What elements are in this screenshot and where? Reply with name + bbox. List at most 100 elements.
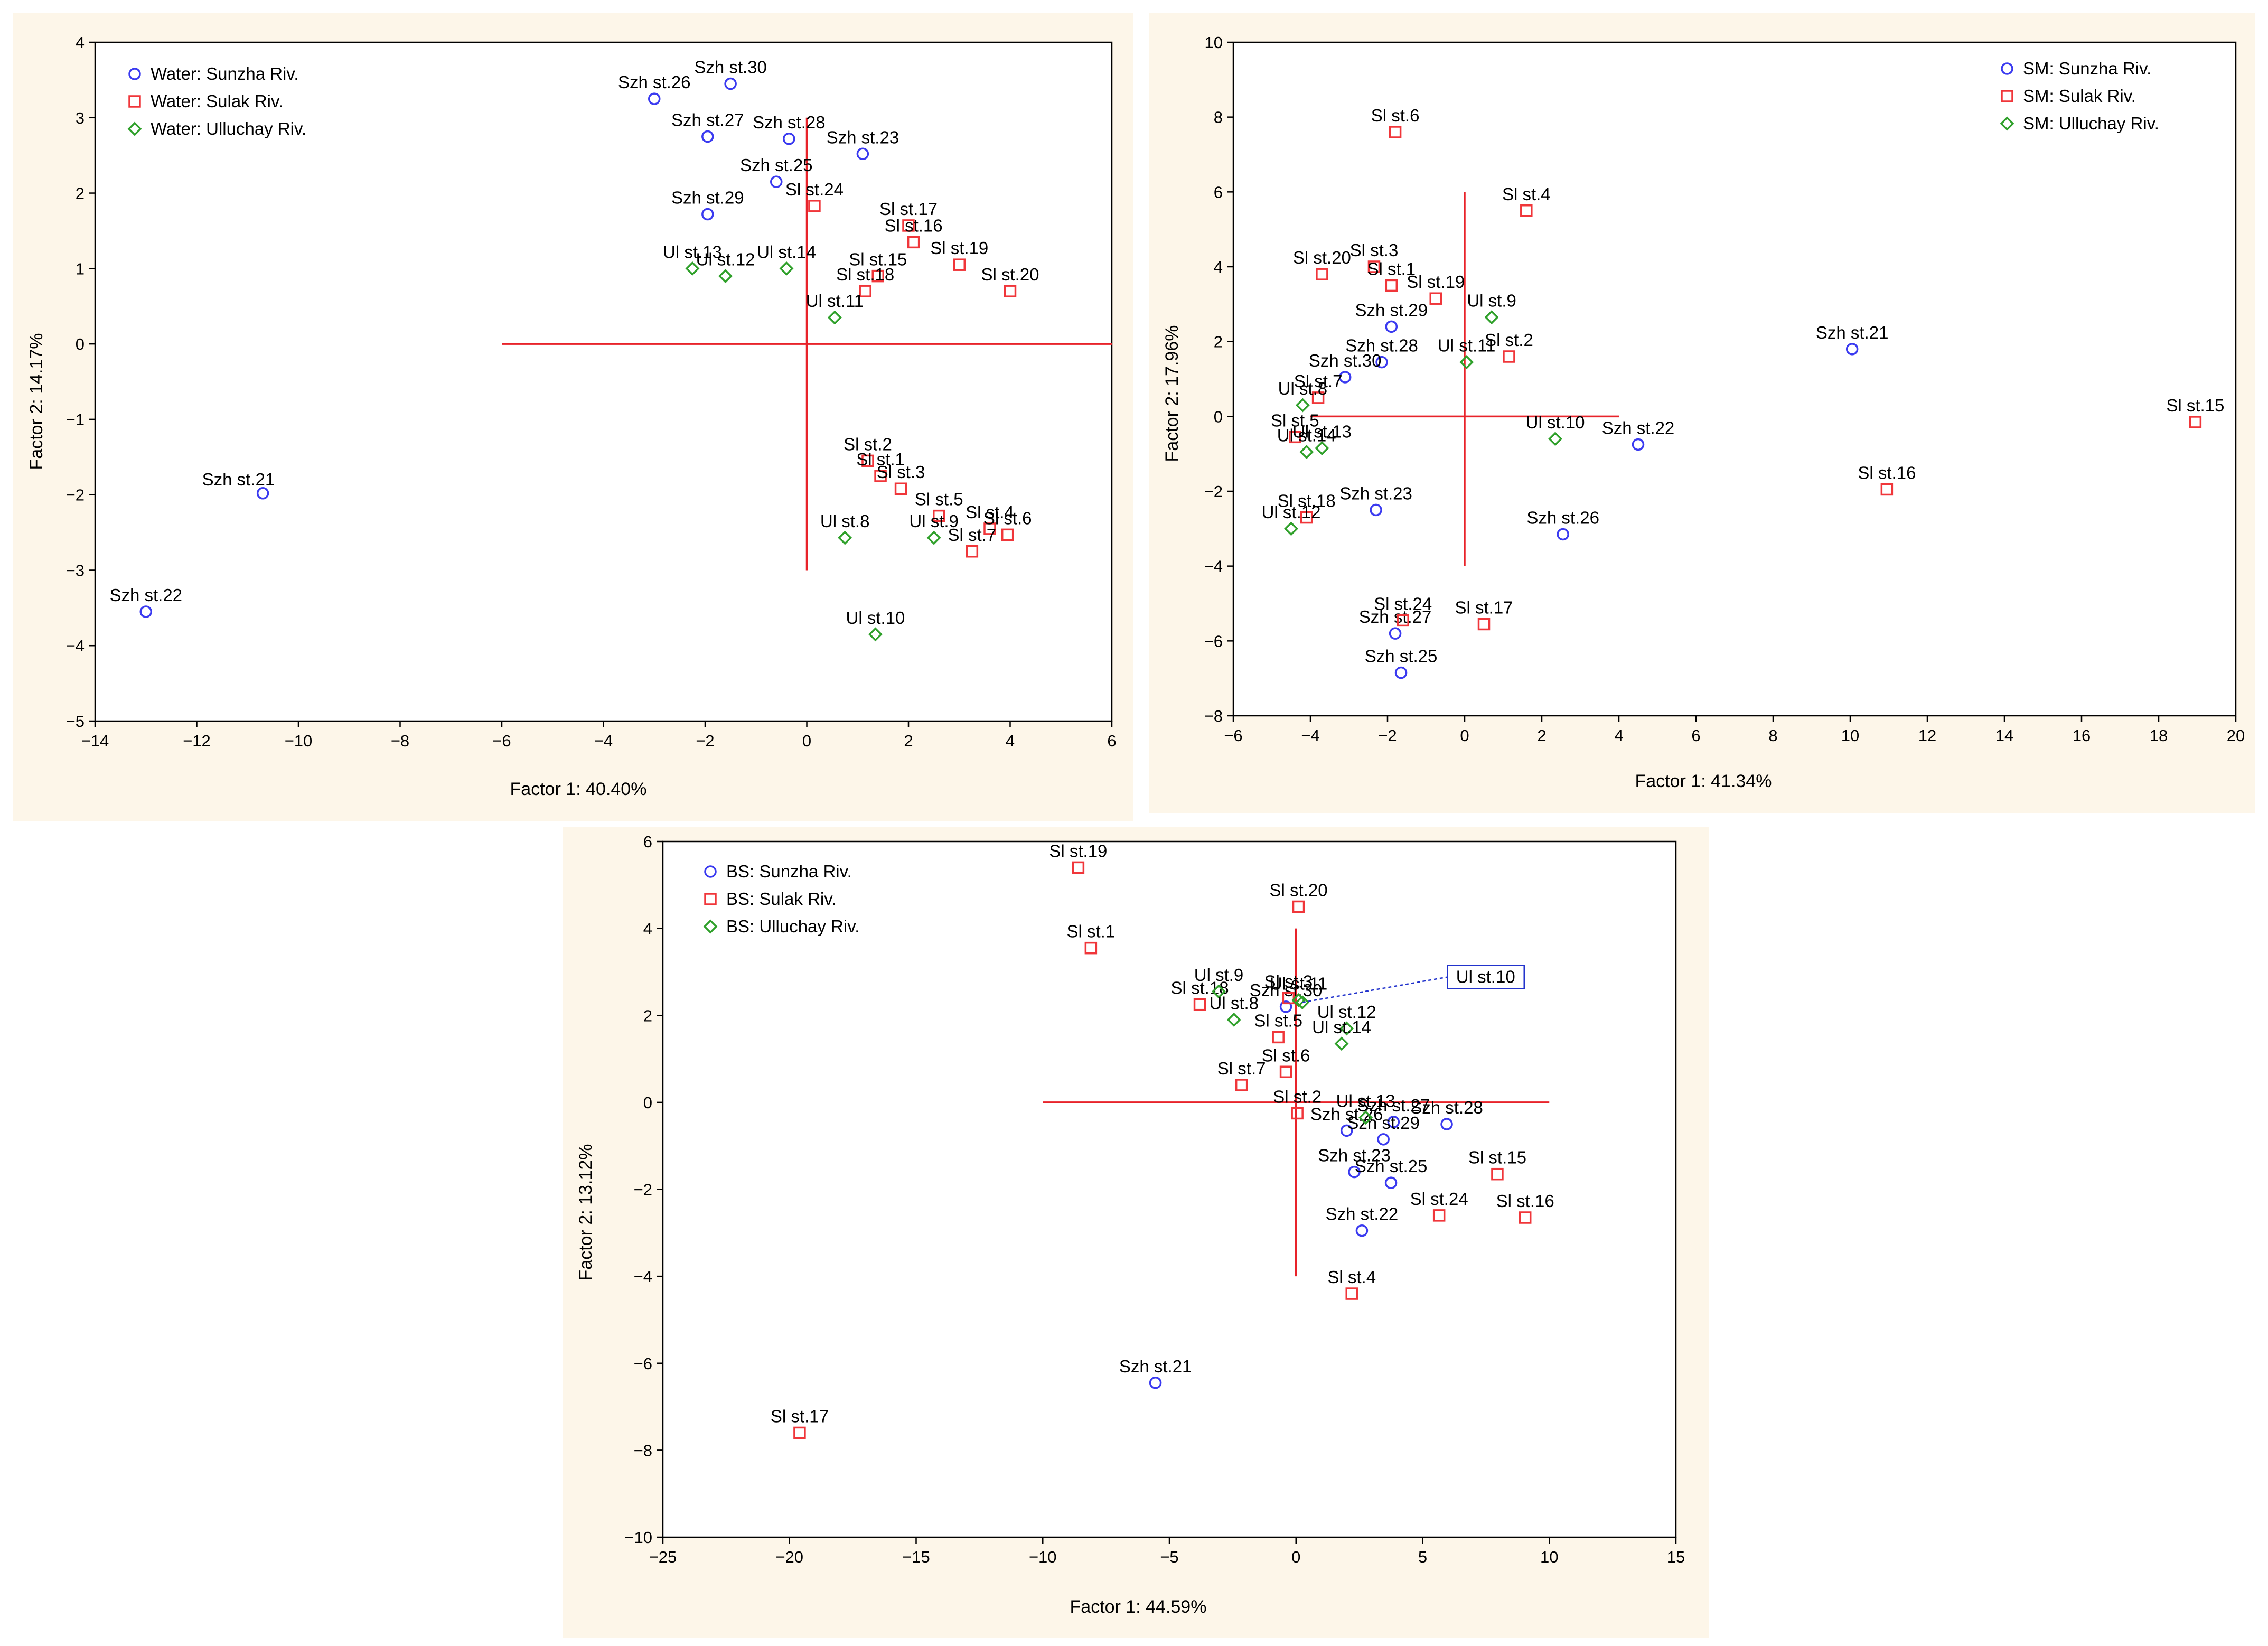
bs-point-ul-st-8	[1226, 1013, 1241, 1027]
sm-point-label: Szh st.22	[1602, 418, 1675, 437]
bs-point-sl-st-17	[793, 1426, 806, 1439]
water-point-label: Sl st.18	[836, 265, 894, 284]
bs-y-tick-label: −10	[624, 1528, 652, 1547]
water-y-tick-label: −3	[66, 561, 85, 579]
sm-point-ul-st-14	[1299, 445, 1314, 460]
bs-plot-area	[662, 840, 1677, 1538]
water-scatter-chart: Factor 1: 40.40% Factor 2: 14.17% −14 −12…	[26, 33, 1117, 799]
sm-point-label: Ul st.11	[1438, 336, 1495, 356]
sm-point-sl-st-20	[1316, 268, 1328, 280]
water-point-sl-st-16	[907, 236, 920, 249]
water-point-sl-st-7	[966, 545, 979, 558]
bs-point-sl-st-5	[1272, 1031, 1285, 1044]
sm-point-sl-st-3	[1367, 260, 1381, 273]
bs-point-sl-st-24	[1432, 1209, 1446, 1222]
water-point-label: Sl st.17	[879, 199, 938, 219]
water-y-tick-label: 1	[76, 259, 85, 278]
bs-point-label: Sl st.19	[1049, 841, 1107, 861]
water-point-label: Sl st.6	[983, 508, 1032, 528]
sm-point-label: Szh st.27	[1359, 607, 1432, 626]
sm-y-tick-label: −6	[1204, 632, 1223, 650]
sm-point-sl-st-17	[1477, 618, 1491, 631]
bs-point-szh-st-30	[1279, 1000, 1292, 1013]
bs-callout-label: Ul st.10	[1456, 967, 1515, 987]
sm-point-sl-st-15	[2189, 416, 2202, 428]
water-point-label: Szh st.28	[753, 113, 826, 132]
water-point-label: Szh st.22	[109, 585, 182, 605]
sm-x-tick-label: 10	[1841, 726, 1859, 745]
bs-legend-label: BS: Sunzha Riv.	[726, 862, 852, 881]
water-point-label: Szh st.25	[740, 155, 813, 175]
water-point-szh-st-25	[770, 175, 783, 188]
sm-y-tick-label: −4	[1204, 557, 1223, 576]
sm-point-label: Sl st.4	[1502, 184, 1551, 204]
bs-point-sl-st-2	[1291, 1107, 1304, 1120]
sm-point-sl-st-24	[1397, 614, 1409, 627]
bs-point-label: Ul st.12	[1317, 1002, 1376, 1022]
water-point-label: Ul st.11	[806, 291, 864, 311]
water-y-tick-label: −1	[66, 410, 85, 429]
bs-point-ul-st-9	[1212, 984, 1226, 999]
bs-point-szh-st-29	[1377, 1133, 1390, 1146]
bs-point-label: Szh st.28	[1410, 1098, 1483, 1117]
sm-point-szh-st-22	[1632, 438, 1645, 451]
sm-point-sl-st-2	[1503, 350, 1515, 363]
water-point-szh-st-22	[139, 605, 152, 618]
bs-point-label: Szh st.25	[1355, 1156, 1428, 1176]
bs-point-label: Sl st.5	[1254, 1011, 1302, 1030]
water-point-sl-st-1	[874, 470, 887, 482]
sm-point-label: Sl st.18	[1278, 491, 1336, 511]
sm-point-sl-st-4	[1520, 204, 1533, 217]
bs-point-label: Sl st.15	[1468, 1148, 1526, 1167]
sm-legend-label: SM: Sunzha Riv.	[2023, 59, 2151, 78]
water-point-szh-st-28	[783, 133, 795, 145]
water-point-sl-st-20	[1004, 285, 1017, 297]
water-point-label: Sl st.16	[885, 216, 943, 235]
bs-point-label: Sl st.20	[1270, 880, 1328, 900]
water-legend-label: Water: Sunzha Riv.	[151, 64, 299, 83]
water-x-tick-label: 6	[1107, 732, 1116, 750]
bs-callout-leader	[1302, 976, 1448, 1003]
water-point-sl-st-4	[983, 522, 996, 535]
sm-scatter-chart: Factor 1: 41.34% Factor 2: 17.96% −6 −4 −2…	[1162, 33, 2245, 791]
sm-point-szh-st-26	[1557, 528, 1569, 541]
sm-point-label: Sl st.1	[1367, 259, 1416, 278]
bs-x-tick-label: −10	[1029, 1548, 1057, 1566]
sm-point-label: Szh st.28	[1345, 336, 1418, 356]
bs-callout-box	[1447, 965, 1525, 989]
water-point-szh-st-29	[701, 208, 714, 221]
sm-x-tick-label: −6	[1224, 726, 1242, 745]
water-point-ul-st-12	[718, 269, 733, 284]
bs-y-tick-label: 6	[643, 833, 652, 851]
sm-point-label: Ul st.10	[1526, 413, 1585, 432]
bs-point-label: Sl st.7	[1217, 1059, 1266, 1078]
sm-point-szh-st-27	[1389, 627, 1402, 640]
bs-point-szh-st-27	[1387, 1116, 1400, 1128]
water-x-tick-label: −14	[81, 732, 109, 750]
bs-point-label: Ul st.11	[1270, 974, 1327, 993]
bs-point-label: Ul st.14	[1312, 1017, 1371, 1037]
bs-point-label: Szh st.29	[1347, 1113, 1420, 1133]
water-x-tick-label: −4	[594, 732, 613, 750]
water-y-tick-label: 2	[76, 184, 85, 203]
sm-point-szh-st-25	[1394, 666, 1408, 679]
water-point-label: Sl st.24	[785, 180, 844, 199]
sm-x-tick-label: 14	[1995, 726, 2013, 745]
water-y-tick-label: 3	[76, 109, 85, 127]
bs-point-sl-st-20	[1292, 900, 1305, 913]
water-point-ul-st-8	[838, 530, 852, 545]
sm-x-tick-label: 2	[1537, 726, 1546, 745]
sm-x-tick-label: −4	[1301, 726, 1319, 745]
sm-point-sl-st-6	[1389, 126, 1402, 138]
water-plot-area	[94, 41, 1113, 722]
water-legend-label: Water: Ulluchay Riv.	[151, 119, 306, 138]
sm-x-tick-label: 12	[1918, 726, 1936, 745]
water-point-label: Sl st.1	[856, 450, 905, 469]
water-point-sl-st-19	[953, 258, 966, 271]
sm-y-tick-label: 8	[1214, 108, 1223, 127]
water-x-tick-label: 2	[904, 732, 913, 750]
water-point-label: Ul st.9	[909, 511, 959, 531]
bs-point-szh-st-21	[1149, 1377, 1162, 1389]
bs-point-label: Szh st.23	[1318, 1146, 1391, 1165]
water-point-label: Sl st.5	[915, 490, 963, 509]
